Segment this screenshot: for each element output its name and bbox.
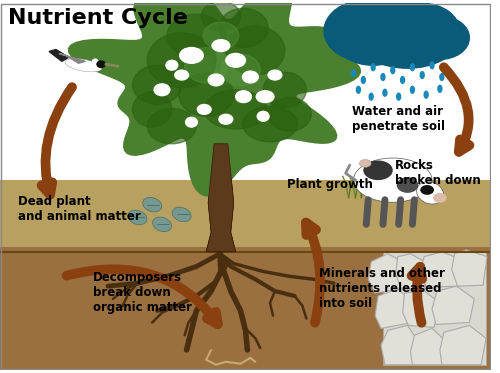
Ellipse shape [336, 16, 410, 65]
Ellipse shape [242, 106, 298, 142]
Ellipse shape [396, 177, 418, 193]
Ellipse shape [226, 26, 285, 75]
Ellipse shape [354, 158, 432, 202]
Ellipse shape [369, 93, 373, 100]
Ellipse shape [219, 115, 232, 124]
Ellipse shape [96, 60, 106, 68]
Ellipse shape [356, 86, 360, 93]
Ellipse shape [438, 85, 442, 92]
Ellipse shape [142, 197, 162, 212]
Text: Rocks
broken down: Rocks broken down [394, 159, 480, 186]
Polygon shape [68, 0, 360, 196]
Ellipse shape [204, 22, 238, 50]
Ellipse shape [371, 64, 375, 70]
Ellipse shape [172, 207, 191, 222]
Polygon shape [381, 325, 418, 365]
Ellipse shape [175, 70, 188, 80]
Ellipse shape [391, 67, 394, 73]
Ellipse shape [152, 217, 172, 232]
Ellipse shape [424, 91, 428, 98]
Text: Dead plant
and animal matter: Dead plant and animal matter [18, 195, 140, 223]
Ellipse shape [385, 3, 460, 58]
Ellipse shape [204, 90, 267, 129]
Ellipse shape [219, 8, 268, 48]
Ellipse shape [154, 84, 170, 95]
Ellipse shape [410, 64, 414, 70]
Ellipse shape [263, 72, 306, 107]
Ellipse shape [212, 40, 230, 51]
Ellipse shape [65, 59, 102, 72]
Ellipse shape [362, 76, 366, 84]
Ellipse shape [184, 48, 228, 83]
Ellipse shape [202, 1, 240, 31]
Ellipse shape [221, 54, 260, 86]
Polygon shape [432, 286, 474, 325]
Ellipse shape [268, 98, 312, 131]
Polygon shape [375, 289, 412, 328]
Polygon shape [420, 252, 462, 287]
Ellipse shape [256, 91, 274, 103]
Ellipse shape [324, 0, 412, 62]
Ellipse shape [128, 210, 147, 225]
Ellipse shape [420, 185, 434, 195]
Ellipse shape [383, 89, 387, 96]
Ellipse shape [433, 193, 447, 203]
Ellipse shape [258, 112, 269, 121]
Ellipse shape [381, 73, 385, 81]
Ellipse shape [358, 0, 437, 50]
Polygon shape [206, 144, 236, 252]
Polygon shape [59, 53, 86, 63]
Polygon shape [206, 144, 236, 252]
Ellipse shape [208, 74, 224, 86]
Polygon shape [402, 291, 440, 327]
Bar [0, 180, 491, 252]
Ellipse shape [420, 72, 424, 78]
Polygon shape [368, 254, 402, 293]
Ellipse shape [236, 91, 252, 103]
Ellipse shape [132, 65, 182, 104]
Text: Minerals and other
nutrients released
into soil: Minerals and other nutrients released in… [319, 267, 445, 310]
Polygon shape [440, 325, 486, 365]
Ellipse shape [186, 117, 198, 127]
Bar [0, 247, 491, 370]
Ellipse shape [364, 160, 393, 180]
Ellipse shape [440, 73, 444, 81]
Ellipse shape [416, 182, 444, 204]
Ellipse shape [132, 92, 172, 127]
Ellipse shape [360, 160, 371, 167]
Polygon shape [410, 328, 447, 365]
Ellipse shape [268, 70, 282, 80]
Text: Plant growth: Plant growth [286, 178, 372, 191]
Polygon shape [396, 254, 428, 289]
Bar [383, 252, 486, 365]
Ellipse shape [148, 33, 216, 88]
Ellipse shape [178, 73, 234, 116]
Ellipse shape [166, 60, 177, 70]
Ellipse shape [410, 86, 414, 93]
Ellipse shape [242, 71, 258, 83]
Ellipse shape [180, 48, 204, 63]
Ellipse shape [198, 104, 211, 115]
Ellipse shape [400, 76, 404, 84]
Bar [0, 3, 491, 183]
Ellipse shape [148, 109, 196, 144]
Polygon shape [452, 250, 487, 286]
Text: Water and air
penetrate soil: Water and air penetrate soil [352, 104, 444, 132]
Ellipse shape [352, 70, 356, 76]
Ellipse shape [92, 58, 99, 68]
Ellipse shape [226, 53, 246, 67]
Ellipse shape [410, 16, 470, 59]
Ellipse shape [396, 93, 400, 100]
Polygon shape [49, 50, 68, 61]
Ellipse shape [430, 62, 434, 69]
Text: Nutrient Cycle: Nutrient Cycle [8, 8, 188, 28]
Text: Decomposers
break down
organic matter: Decomposers break down organic matter [94, 272, 192, 314]
Ellipse shape [358, 13, 456, 68]
Ellipse shape [167, 14, 226, 57]
Ellipse shape [326, 16, 381, 56]
